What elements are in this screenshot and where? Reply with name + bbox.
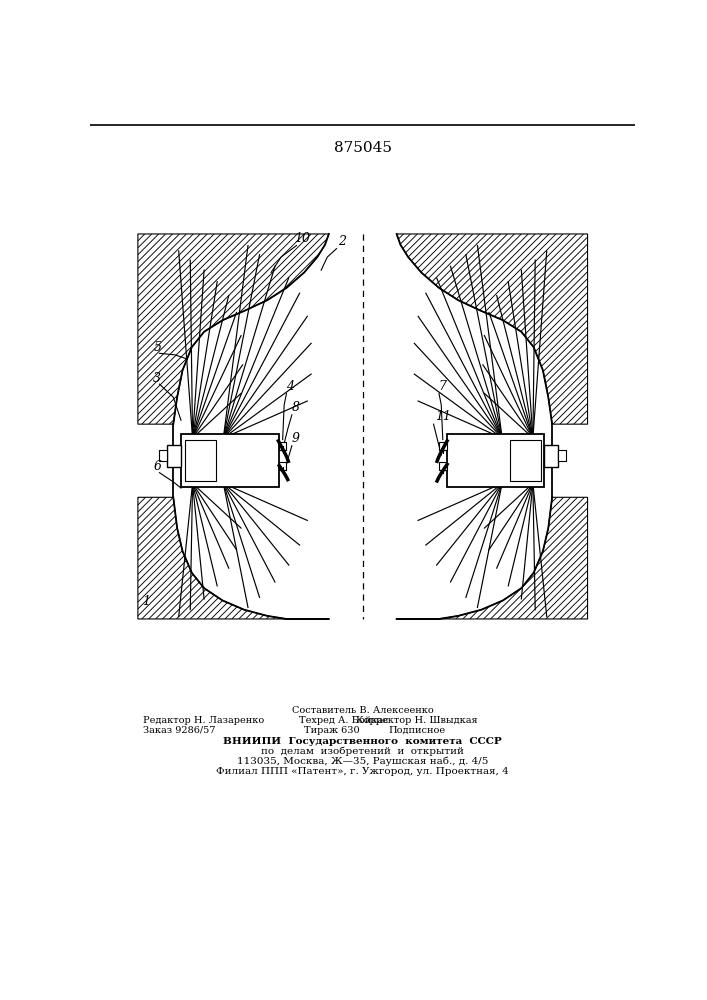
Text: 10: 10	[294, 232, 310, 245]
Text: Корректор Н. Швыдкая: Корректор Н. Швыдкая	[356, 716, 477, 725]
Bar	[279, 462, 286, 470]
Text: 3: 3	[153, 372, 161, 385]
Bar	[559, 450, 566, 461]
Text: 5: 5	[154, 341, 162, 354]
Text: Редактор Н. Лазаренко: Редактор Н. Лазаренко	[143, 716, 264, 725]
Text: 1: 1	[143, 595, 151, 608]
Text: 11: 11	[435, 410, 451, 423]
Bar	[439, 442, 447, 450]
Bar	[167, 445, 181, 466]
Bar	[185, 440, 216, 481]
Bar	[439, 462, 447, 470]
Text: 7: 7	[439, 379, 447, 392]
Text: Тираж 630: Тираж 630	[304, 726, 360, 735]
Text: 875045: 875045	[334, 141, 392, 155]
Text: Заказ 9286/57: Заказ 9286/57	[143, 726, 215, 735]
Bar	[181, 434, 279, 487]
Bar	[279, 442, 286, 450]
Bar	[510, 440, 541, 481]
Text: 6: 6	[154, 460, 162, 473]
Text: по  делам  изобретений  и  открытий: по делам изобретений и открытий	[262, 747, 464, 756]
Bar	[544, 445, 559, 466]
Bar	[447, 434, 544, 487]
Text: 2: 2	[338, 235, 346, 248]
Bar	[160, 450, 167, 461]
Text: Составитель В. Алексеенко: Составитель В. Алексеенко	[292, 706, 433, 715]
Text: 9: 9	[292, 432, 300, 445]
Text: 8: 8	[292, 401, 300, 414]
Text: 4: 4	[286, 379, 295, 392]
Text: Подписное: Подписное	[388, 726, 445, 735]
Text: Техред А. Бойкас: Техред А. Бойкас	[298, 716, 388, 725]
Text: Филиал ППП «Патент», г. Ужгород, ул. Проектная, 4: Филиал ППП «Патент», г. Ужгород, ул. Про…	[216, 768, 509, 776]
Text: ВНИИПИ  Государственного  комитета  СССР: ВНИИПИ Государственного комитета СССР	[223, 737, 502, 746]
Text: 113035, Москва, Ж—35, Раушская наб., д. 4/5: 113035, Москва, Ж—35, Раушская наб., д. …	[237, 757, 489, 766]
